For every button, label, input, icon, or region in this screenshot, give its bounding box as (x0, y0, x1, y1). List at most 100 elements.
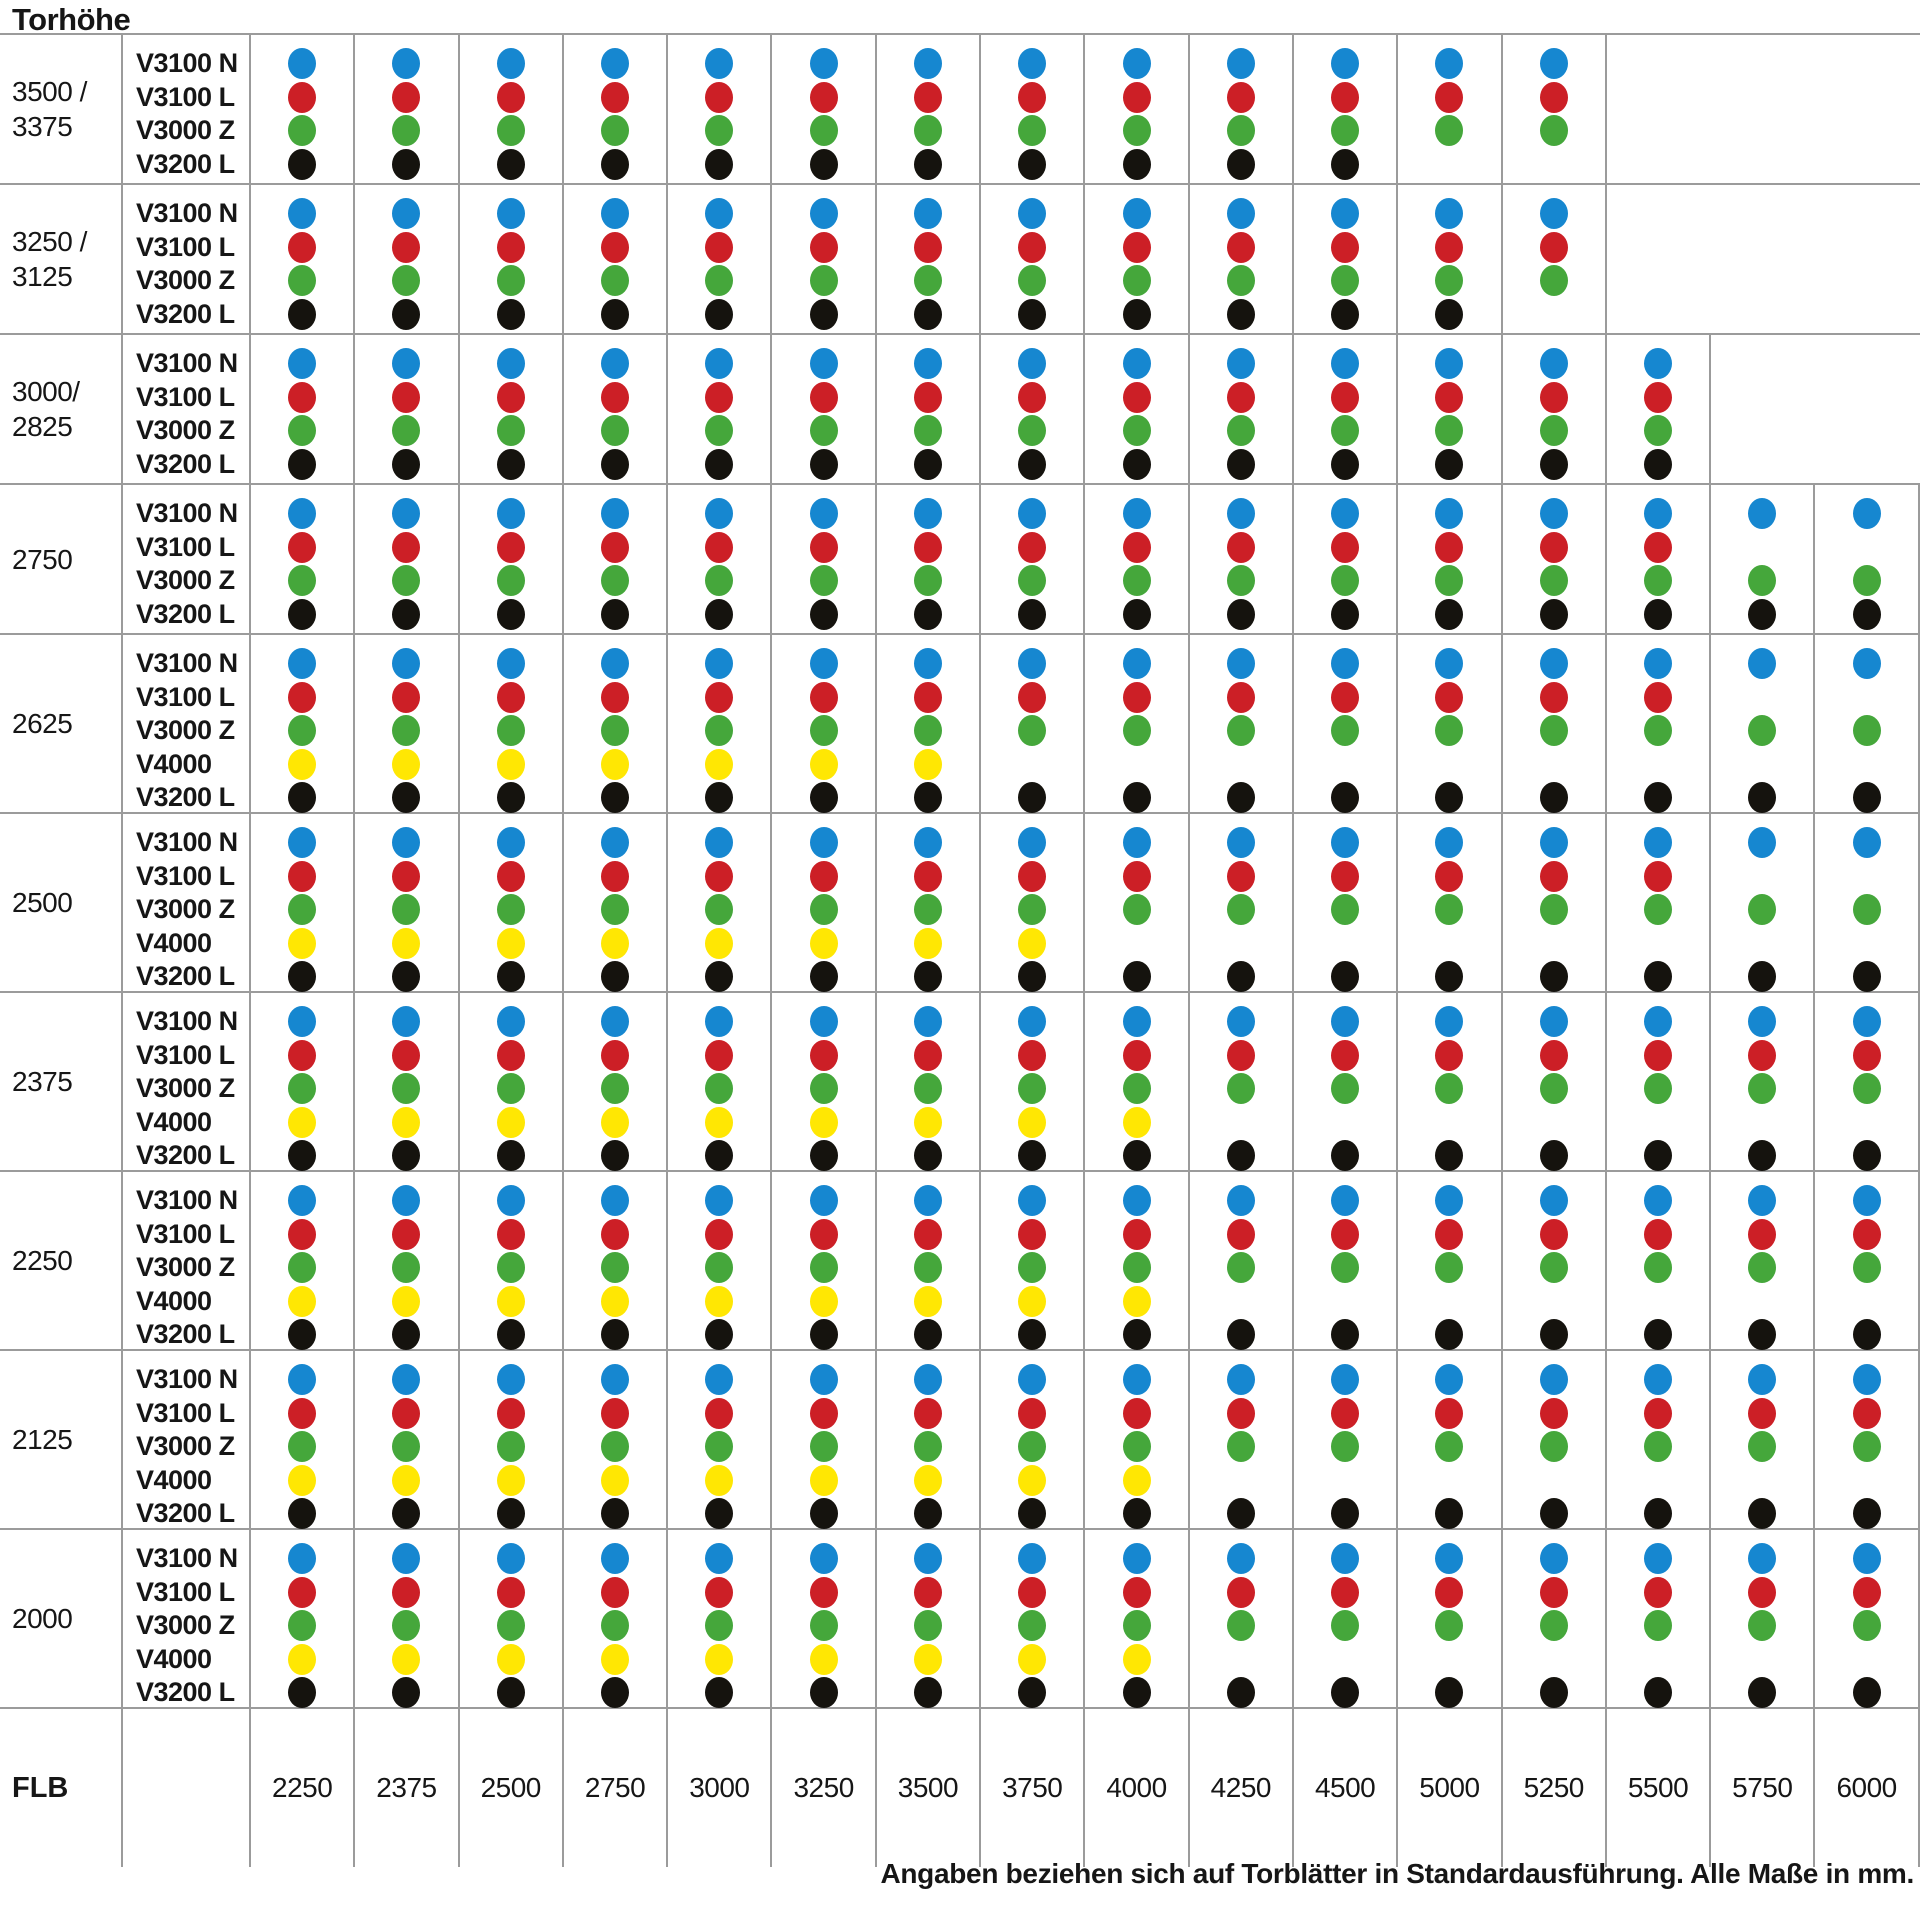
availability-dot-blue (601, 1364, 630, 1396)
dot-slot (564, 298, 666, 332)
availability-dot-red (1122, 531, 1151, 563)
availability-dot-yellow (913, 1464, 942, 1496)
dot-slot (1815, 1464, 1917, 1498)
availability-dot-red (601, 1218, 630, 1250)
dot-slot (251, 148, 353, 182)
dot-slot (564, 231, 666, 265)
dot-slot (772, 1251, 874, 1285)
torhoehe-value: 2750 (12, 543, 73, 575)
dot-slot (460, 264, 562, 298)
torhoehe-label: 3000/2825 (0, 335, 123, 483)
availability-dot-yellow (288, 1285, 317, 1317)
dot-slot (1190, 960, 1292, 994)
dot-slot (772, 497, 874, 531)
availability-dot-red (913, 681, 942, 713)
availability-dot-red (288, 1576, 317, 1608)
dot-slot (1294, 47, 1396, 81)
availability-dot-yellow (496, 748, 525, 780)
availability-dot-green (1226, 415, 1255, 447)
dot-slot (355, 1251, 457, 1285)
availability-dot-black (1331, 1319, 1360, 1351)
dot-slot (564, 148, 666, 182)
availability-dot-blue (496, 48, 525, 80)
dot-slot (981, 1464, 1083, 1498)
torhoehe-group-2500: 2500 V3100 N V3100 L V3000 Z V4000 V3200 L (0, 812, 1920, 994)
dot-slot (1190, 1464, 1292, 1498)
availability-dot-green (1331, 1073, 1360, 1105)
availability-dot-red (1122, 1397, 1151, 1429)
dot-slot (1503, 1005, 1605, 1039)
availability-dot-blue (809, 198, 838, 230)
availability-dot-blue (1435, 1185, 1464, 1217)
dot-slot (981, 1184, 1083, 1218)
availability-dot-blue (1539, 48, 1568, 80)
model-name: V3100 L (136, 531, 235, 562)
dot-slot (1398, 927, 1500, 961)
availability-dot-red (601, 1397, 630, 1429)
dot-slot (668, 1363, 770, 1397)
torhoehe-label: 2500 (0, 814, 123, 991)
dot-slot (1711, 1430, 1813, 1464)
dot-slot (668, 298, 770, 332)
matrix-cell-flb-3000 (668, 1530, 773, 1709)
dot-slot (1294, 1318, 1396, 1352)
availability-dot-green (809, 1431, 838, 1463)
dot-slot (668, 347, 770, 381)
dot-slot (1503, 1318, 1605, 1352)
torhoehe-value: 2125 (12, 1424, 73, 1455)
dot-slot (1607, 381, 1709, 415)
availability-dot-blue (1748, 1006, 1777, 1038)
availability-dot-red (392, 860, 421, 892)
availability-dot-green (913, 265, 942, 297)
availability-dot-red (392, 1039, 421, 1071)
matrix-cell-flb-4000 (1085, 635, 1190, 814)
dot-slot (1711, 681, 1813, 715)
matrix-cell-flb-2750 (564, 485, 669, 633)
dot-slot (981, 531, 1083, 565)
dot-slot (1503, 1430, 1605, 1464)
dot-slot (772, 1643, 874, 1677)
availability-dot-blue (913, 348, 942, 380)
dot-slot (877, 114, 979, 148)
dot-slot (772, 564, 874, 598)
dot-slot (1294, 414, 1396, 448)
dot-slot (355, 197, 457, 231)
availability-dot-green (288, 265, 317, 297)
dot-slot (1085, 231, 1187, 265)
dot-slot (1503, 448, 1605, 482)
availability-dot-blue (1018, 198, 1047, 230)
availability-dot-yellow (913, 927, 942, 959)
dot-slot (460, 1106, 562, 1140)
availability-dot-black (392, 298, 421, 330)
availability-dot-yellow (913, 1643, 942, 1675)
dot-slot (460, 564, 562, 598)
dot-slot (251, 1363, 353, 1397)
matrix-cell-flb-2750 (564, 35, 669, 183)
availability-dot-black (1852, 961, 1881, 993)
dot-slot (1503, 647, 1605, 681)
dot-slot (564, 531, 666, 565)
availability-dot-green (1435, 265, 1464, 297)
availability-dot-blue (1226, 1364, 1255, 1396)
dot-slot (1503, 826, 1605, 860)
dot-slot (355, 860, 457, 894)
dot-slot (564, 681, 666, 715)
dot-slot (355, 1542, 457, 1576)
dot-slot (1815, 1251, 1917, 1285)
availability-dot-yellow (1018, 1285, 1047, 1317)
dot-slot (355, 381, 457, 415)
availability-dot-green (1018, 1431, 1047, 1463)
dot-slot (981, 1106, 1083, 1140)
model-name: V3200 L (136, 1319, 235, 1349)
dot-slot (1503, 893, 1605, 927)
availability-dot-red (1331, 1576, 1360, 1608)
availability-dot-red (392, 1397, 421, 1429)
matrix-cell-flb-2750 (564, 185, 669, 333)
matrix-cell-flb-2500 (460, 1172, 564, 1351)
availability-dot-black (1644, 1677, 1672, 1709)
dot-slot (1085, 564, 1187, 598)
availability-dot-black (288, 598, 317, 630)
dot-slot (981, 1251, 1083, 1285)
availability-dot-red (705, 381, 734, 413)
availability-dot-red (1018, 1397, 1047, 1429)
